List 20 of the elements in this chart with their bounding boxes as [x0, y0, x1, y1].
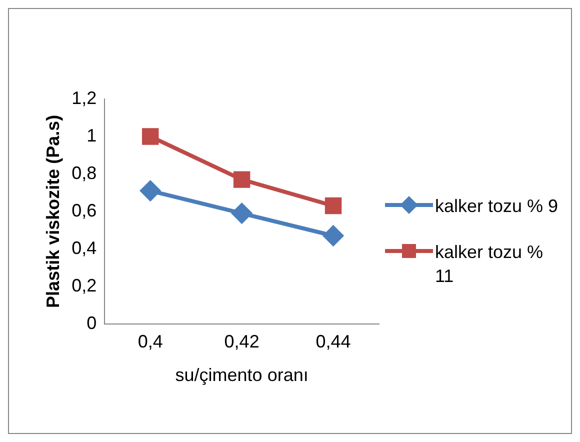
x-axis-title: su/çimento oranı [175, 365, 308, 386]
x-tick-label: 0,42 [224, 332, 260, 352]
y-tick-label: 1,2 [72, 88, 97, 108]
legend-label: kalker tozu % 9 [435, 195, 558, 218]
x-tick-label: 0,4 [138, 332, 163, 352]
y-tick-label: 0,2 [72, 275, 97, 296]
y-tick-label: 0,8 [72, 162, 97, 183]
point [323, 226, 344, 246]
y-tick-label: 1 [86, 125, 97, 146]
x-tick-label: 0,44 [316, 332, 351, 352]
y-axis-title: Plastik viskozite (Pa.s) [42, 114, 63, 308]
point [140, 180, 160, 201]
point [142, 128, 159, 145]
legend-label: kalker tozu % 11 [435, 241, 544, 288]
y-tick-label: 0,6 [72, 200, 97, 220]
point [324, 197, 342, 214]
y-tick-label: 0,4 [72, 238, 97, 258]
y-tick-label: 0 [86, 312, 97, 333]
point [232, 203, 252, 224]
point [233, 171, 250, 188]
